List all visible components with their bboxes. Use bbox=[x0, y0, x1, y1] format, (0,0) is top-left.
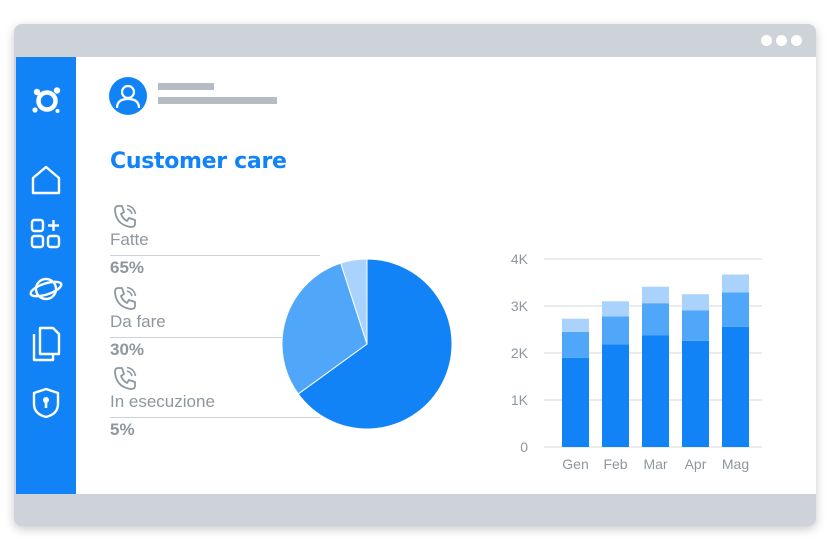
user-name-placeholder bbox=[158, 83, 214, 90]
pie-slice-in-esecuzione bbox=[340, 258, 368, 345]
bar-segment bbox=[642, 286, 669, 304]
y-tick-label: 2K bbox=[511, 345, 529, 361]
bar-segment bbox=[722, 326, 749, 447]
x-tick-label: Mag bbox=[722, 456, 749, 472]
bar-segment bbox=[642, 335, 669, 447]
stat-value: 5% bbox=[110, 420, 135, 439]
window-dot-icon[interactable] bbox=[776, 35, 787, 46]
bar-segment bbox=[562, 357, 589, 447]
window-dot-icon[interactable] bbox=[791, 35, 802, 46]
user-icon bbox=[115, 84, 141, 109]
bar-segment bbox=[562, 318, 589, 332]
main-content: Customer care Fatte 65% Da fare 30% bbox=[76, 57, 816, 494]
user-subtitle-placeholder bbox=[158, 97, 277, 104]
pie-chart bbox=[281, 258, 453, 430]
bar-segment bbox=[722, 292, 749, 327]
bar-segment bbox=[682, 340, 709, 447]
bar-segment bbox=[562, 331, 589, 358]
home-icon[interactable] bbox=[16, 160, 76, 200]
x-tick-label: Apr bbox=[685, 456, 707, 472]
bar-segment bbox=[602, 316, 629, 345]
sidebar bbox=[16, 57, 84, 494]
planet-icon[interactable] bbox=[16, 269, 76, 309]
bar-segment bbox=[602, 344, 629, 447]
documents-icon[interactable] bbox=[16, 324, 76, 364]
bar-segment bbox=[602, 301, 629, 317]
stat-value: 30% bbox=[110, 340, 145, 359]
pie-slice-da-fare bbox=[281, 262, 368, 395]
phone-icon bbox=[114, 366, 137, 390]
shield-lock-icon[interactable] bbox=[16, 383, 76, 423]
logo-icon[interactable] bbox=[16, 81, 76, 121]
bar-segment bbox=[642, 303, 669, 336]
pie-slice-fatte bbox=[297, 258, 453, 430]
x-tick-label: Mar bbox=[643, 456, 667, 472]
x-tick-label: Gen bbox=[562, 456, 588, 472]
y-tick-label: 3K bbox=[511, 298, 529, 314]
avatar[interactable] bbox=[109, 77, 147, 115]
stat-label: Da fare bbox=[110, 312, 166, 331]
stat-value: 65% bbox=[110, 258, 145, 277]
window-dot-icon[interactable] bbox=[761, 35, 772, 46]
divider bbox=[110, 337, 320, 338]
page-title: Customer care bbox=[110, 149, 287, 174]
divider bbox=[110, 417, 320, 418]
y-tick-label: 0 bbox=[520, 439, 528, 455]
bar-segment bbox=[682, 294, 709, 311]
bar-segment bbox=[722, 274, 749, 293]
y-tick-label: 1K bbox=[511, 392, 529, 408]
dashboard-add-icon[interactable] bbox=[16, 214, 76, 254]
phone-icon bbox=[114, 286, 137, 310]
stat-label: In esecuzione bbox=[110, 392, 215, 411]
x-tick-label: Feb bbox=[603, 456, 627, 472]
y-tick-label: 4K bbox=[511, 251, 529, 267]
stat-label: Fatte bbox=[110, 230, 149, 249]
app-window: Customer care Fatte 65% Da fare 30% bbox=[14, 24, 816, 526]
bar-chart: 0 1K 2K 3K 4K Gen Feb Mar Apr Mag bbox=[511, 251, 762, 472]
divider bbox=[110, 255, 320, 256]
window-controls bbox=[761, 35, 802, 46]
bar-segment bbox=[682, 310, 709, 341]
phone-icon bbox=[114, 204, 137, 228]
